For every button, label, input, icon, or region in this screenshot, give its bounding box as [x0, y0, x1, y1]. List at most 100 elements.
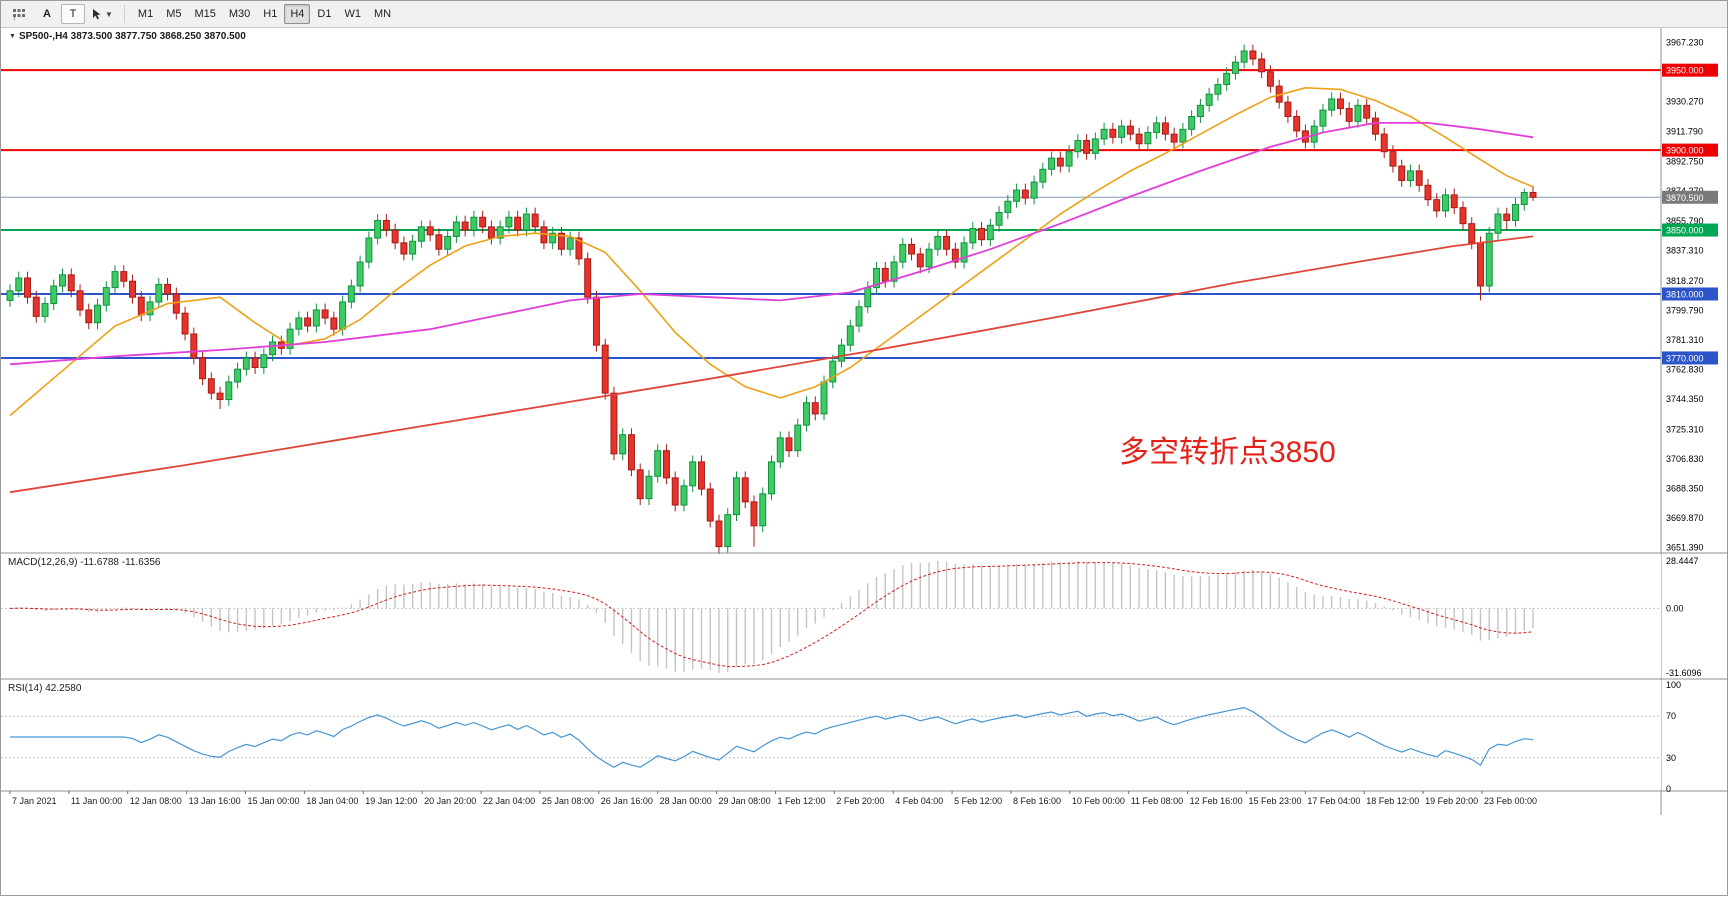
price-tick-label: 3799.790 [1666, 305, 1704, 315]
time-label: 19 Jan 12:00 [365, 796, 417, 806]
time-label: 25 Jan 08:00 [542, 796, 594, 806]
timeframe-button-W1[interactable]: W1 [338, 4, 367, 24]
time-label: 4 Feb 04:00 [895, 796, 943, 806]
timeframe-group: M1 M5 M15 M30 H1 H4 D1 W1 MN [132, 4, 397, 24]
rsi-indicator-label: RSI(14) 42.2580 [8, 683, 82, 694]
rsi-tick-label: 100 [1666, 680, 1681, 690]
price-badge-3870.500 [1662, 190, 1718, 204]
time-axis[interactable]: 7 Jan 2021 11 Jan 00:00 12 Jan 08:00 13 Jan… [9, 791, 1537, 806]
candles-layer [6, 44, 1537, 566]
rsi-line [10, 706, 1534, 768]
rsi-tick-label: 30 [1666, 753, 1676, 763]
price-badge-3770.000 [1662, 351, 1718, 365]
time-label: 10 Feb 00:00 [1072, 796, 1125, 806]
timeframe-button-M30[interactable]: M30 [223, 4, 256, 24]
main-chart-layer [1, 27, 1661, 566]
time-label: 18 Feb 12:00 [1366, 796, 1419, 806]
timeframe-button-H4[interactable]: H4 [284, 4, 311, 24]
price-badge-3810.000 [1662, 287, 1718, 301]
time-label: 28 Jan 00:00 [660, 796, 712, 806]
price-badge-text: 3870.500 [1666, 193, 1704, 203]
time-label: 12 Jan 08:00 [130, 796, 182, 806]
price-badge-3850.000 [1662, 223, 1718, 237]
timeframe-button-MN[interactable]: MN [368, 4, 397, 24]
timeframe-button-M15[interactable]: M15 [188, 4, 221, 24]
price-tick-label: 3837.310 [1666, 245, 1704, 255]
price-badge-text: 3900.000 [1666, 146, 1704, 156]
timeframe-button-D1[interactable]: D1 [311, 4, 337, 24]
macd-indicator-label: MACD(12,26,9) -11.6788 -11.6356 [8, 557, 161, 568]
toolbar-separator [123, 5, 125, 23]
cursor-icon [93, 8, 101, 19]
price-tick-label: 3762.830 [1666, 364, 1704, 374]
macd-tick-max: 28.4447 [1666, 556, 1699, 566]
price-tick-label: 3706.830 [1666, 454, 1704, 464]
time-label: 1 Feb 12:00 [777, 796, 825, 806]
timeframe-button-M5[interactable]: M5 [160, 4, 187, 24]
rsi-tick-label: 0 [1666, 784, 1671, 794]
price-tick-label: 3744.350 [1666, 394, 1704, 404]
price-tick-label: 3725.310 [1666, 424, 1704, 434]
price-tick-label: 3669.870 [1666, 513, 1704, 523]
price-badge-text: 3810.000 [1666, 289, 1704, 299]
text-label-tool-button[interactable]: T [61, 4, 85, 24]
time-label: 17 Feb 04:00 [1307, 796, 1360, 806]
ma-mid-line [9, 122, 1534, 366]
price-tick-label: 3967.230 [1666, 38, 1704, 48]
macd-panel-area[interactable] [1, 554, 1661, 678]
price-tick-label: 3688.350 [1666, 483, 1704, 493]
price-axis-layer: 3967.2303930.2703911.7903892.7503874.270… [1662, 38, 1718, 553]
time-label: 5 Feb 12:00 [954, 796, 1002, 806]
chart-annotation-text: 多空转折点3850 [1119, 436, 1336, 469]
price-tick-label: 3911.790 [1666, 126, 1703, 136]
chart-marker-icon: ▼ [9, 33, 16, 40]
price-tick-label: 3892.750 [1666, 157, 1704, 167]
time-label: 19 Feb 20:00 [1425, 796, 1478, 806]
svg-text:f: f [14, 17, 16, 22]
chevron-down-icon: ▼ [105, 9, 113, 19]
text-tool-a-button[interactable]: A [35, 4, 59, 24]
symbol-ohlc-text: SP500-,H4 3873.500 3877.750 3868.250 387… [18, 31, 246, 42]
symbol-ohlc-line: ▼ SP500-,H4 3873.500 3877.750 3868.250 38… [9, 31, 246, 42]
rsi-panel-area[interactable] [1, 680, 1661, 790]
grid-icon[interactable]: f [5, 3, 33, 25]
price-tick-label: 3818.270 [1666, 276, 1704, 286]
price-badge-text: 3850.000 [1666, 226, 1704, 236]
price-badge-text: 3950.000 [1666, 66, 1704, 76]
time-label: 11 Feb 08:00 [1131, 796, 1183, 806]
price-tick-label: 3930.270 [1666, 97, 1704, 107]
ma-fast-line [9, 87, 1534, 417]
price-tick-label: 3781.310 [1666, 335, 1704, 345]
time-label: 15 Feb 23:00 [1248, 796, 1301, 806]
time-label: 12 Feb 16:00 [1190, 796, 1243, 806]
time-label: 26 Jan 16:00 [601, 796, 653, 806]
time-label: 29 Jan 08:00 [719, 796, 771, 806]
price-badge-text: 3770.000 [1666, 353, 1704, 363]
price-badge-3950.000 [1662, 63, 1718, 77]
price-tick-label: 3651.390 [1666, 543, 1704, 553]
main-chart-area[interactable] [1, 27, 1661, 553]
time-label: 13 Jan 16:00 [189, 796, 241, 806]
cursor-tool-dropdown[interactable]: ▼ [87, 3, 117, 25]
time-label: 18 Jan 04:00 [306, 796, 358, 806]
time-label: 7 Jan 2021 [12, 796, 57, 806]
ma-slow-line [9, 235, 1534, 494]
price-tick-label: 3855.790 [1666, 216, 1704, 226]
price-badge-3900.000 [1662, 143, 1718, 157]
rsi-tick-label: 70 [1666, 711, 1676, 721]
macd-signal-line [9, 562, 1534, 668]
time-label: 15 Jan 00:00 [248, 796, 300, 806]
macd-tick-min: -31.6096 [1666, 668, 1702, 678]
time-label: 23 Feb 00:00 [1484, 796, 1537, 806]
time-label: 22 Jan 04:00 [483, 796, 535, 806]
time-label: 8 Feb 16:00 [1013, 796, 1061, 806]
timeframe-button-M1[interactable]: M1 [132, 4, 159, 24]
macd-tick-zero: 0.00 [1666, 603, 1684, 613]
timeframe-button-H1[interactable]: H1 [257, 4, 283, 24]
time-label: 11 Jan 00:00 [71, 796, 122, 806]
time-label: 20 Jan 20:00 [424, 796, 476, 806]
time-label: 2 Feb 20:00 [836, 796, 884, 806]
top-toolbar: f A T ▼ M1 M5 M15 M30 H1 H4 D1 W1 MN [1, 1, 1727, 28]
